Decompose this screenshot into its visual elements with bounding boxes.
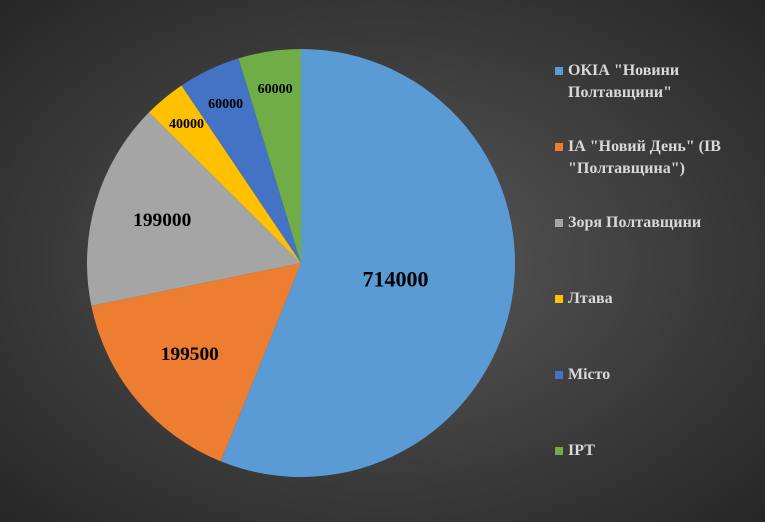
data-label: 40000 [169,117,204,132]
legend-swatch [555,67,563,75]
data-label: 60000 [258,82,293,97]
legend-swatch [555,143,563,151]
data-label: 714000 [363,266,429,291]
legend-item: ІА "Новий День" (ІВ "Полтавщина") [555,136,725,180]
legend-swatch [555,295,563,303]
data-label: 199500 [161,344,219,365]
legend-swatch [555,371,563,379]
data-label: 199000 [133,210,191,231]
legend-swatch [555,447,563,455]
legend-label: Зоря Полтавщини [568,214,702,231]
pie-slice [181,58,301,264]
data-label: 60000 [208,97,243,112]
pie-slice [148,85,301,264]
legend-item: Зоря Полтавщини [555,212,725,234]
legend-label: ОКІА "Новини Полтавщини" [568,62,680,101]
legend-label: ІРТ [568,442,595,459]
legend-item: ОКІА "Новини Полтавщини" [555,60,725,104]
legend-swatch [555,219,563,227]
legend-label: Лтава [568,290,613,307]
legend-label: Місто [568,366,611,383]
legend-label: ІА "Новий День" (ІВ "Полтавщина") [568,138,721,177]
legend-item: Лтава [555,288,725,310]
pie-slice [86,112,301,306]
pie-slice [238,49,301,263]
pie-slice [91,263,302,462]
legend-item: ІРТ [555,440,725,462]
legend-item: Місто [555,364,725,386]
pie-slice [220,49,515,477]
